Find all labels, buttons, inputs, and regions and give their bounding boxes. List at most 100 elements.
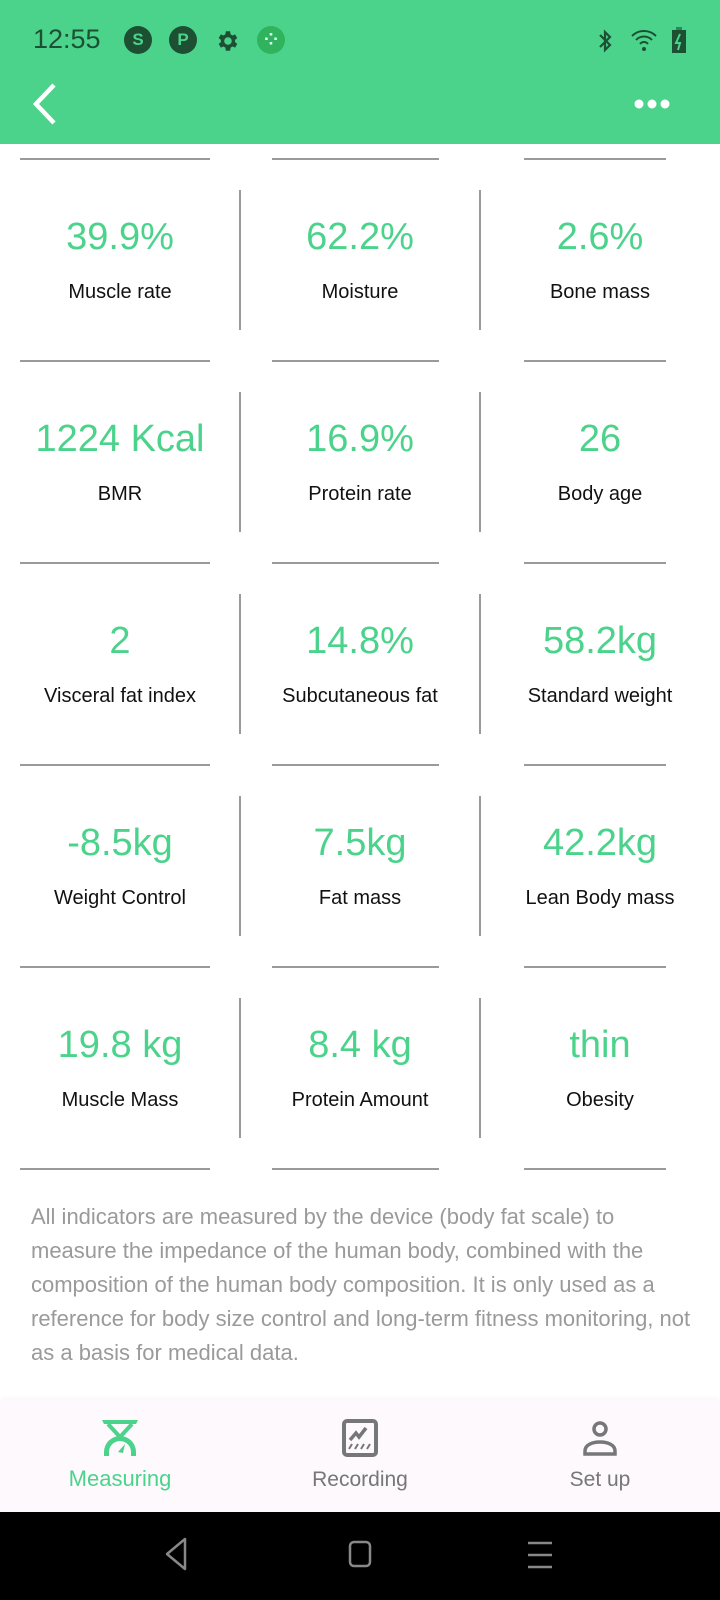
tab-set-up[interactable]: Set up bbox=[480, 1400, 720, 1512]
metric-value: 42.2kg bbox=[542, 822, 658, 864]
metric-cell: 58.2kg Standard weight bbox=[480, 562, 720, 764]
metric-value: 58.2kg bbox=[542, 620, 658, 662]
wifi-icon bbox=[631, 30, 657, 51]
metric-cell: 8.4 kg Protein Amount bbox=[240, 966, 480, 1168]
bottom-nav: Measuring Recording Set up bbox=[0, 1400, 720, 1512]
divider bbox=[272, 562, 439, 564]
divider bbox=[272, 360, 439, 362]
divider bbox=[20, 360, 210, 362]
scale-icon bbox=[102, 1420, 138, 1456]
metric-cell: -8.5kg Weight Control bbox=[0, 764, 240, 966]
metric-label: Bone mass bbox=[549, 281, 651, 303]
tab-recording[interactable]: Recording bbox=[240, 1400, 480, 1512]
divider bbox=[524, 966, 666, 968]
metric-value: -8.5kg bbox=[67, 822, 173, 864]
metric-label: Muscle rate bbox=[68, 281, 172, 303]
metric-label: Lean Body mass bbox=[525, 887, 675, 909]
divider bbox=[272, 158, 439, 160]
divider bbox=[239, 594, 241, 734]
divider bbox=[479, 998, 481, 1138]
clover-app-icon: ⁘ bbox=[257, 26, 285, 54]
tab-label: Set up bbox=[569, 1468, 631, 1491]
metric-cell: 42.2kg Lean Body mass bbox=[480, 764, 720, 966]
metric-cell: 2.6% Bone mass bbox=[480, 158, 720, 360]
metric-cell: 19.8 kg Muscle Mass bbox=[0, 966, 240, 1168]
system-back-button[interactable] bbox=[163, 1536, 191, 1572]
tab-label: Measuring bbox=[68, 1466, 172, 1491]
metrics-row: -8.5kg Weight Control 7.5kg Fat mass 42.2kg L… bbox=[0, 764, 720, 966]
gear-icon bbox=[218, 31, 238, 51]
metric-label: BMR bbox=[97, 483, 143, 505]
metric-value: 26 bbox=[578, 418, 622, 460]
metric-value: 7.5kg bbox=[313, 822, 407, 864]
divider bbox=[20, 966, 210, 968]
metric-value: 8.4 kg bbox=[308, 1024, 412, 1066]
skype-icon: S bbox=[124, 26, 152, 54]
metric-label: Visceral fat index bbox=[44, 685, 196, 707]
more-options-button[interactable] bbox=[632, 92, 672, 116]
metric-value: 62.2% bbox=[306, 216, 414, 258]
system-home-button[interactable] bbox=[346, 1538, 374, 1570]
metric-cell: 39.9% Muscle rate bbox=[0, 158, 240, 360]
app-p-icon: P bbox=[169, 26, 197, 54]
metric-label: Subcutaneous fat bbox=[282, 685, 438, 707]
divider bbox=[239, 190, 241, 330]
metric-value: 14.8% bbox=[306, 620, 414, 662]
metric-label: Weight Control bbox=[54, 887, 186, 909]
metrics-grid: 39.9% Muscle rate 62.2% Moisture 2.6% Bone ma… bbox=[0, 158, 720, 1168]
divider bbox=[479, 594, 481, 734]
divider bbox=[20, 764, 210, 766]
system-nav-bar bbox=[0, 1512, 720, 1600]
person-icon bbox=[583, 1421, 617, 1456]
metric-cell: 1224 Kcal BMR bbox=[0, 360, 240, 562]
divider bbox=[239, 998, 241, 1138]
chart-icon bbox=[342, 1419, 378, 1457]
divider bbox=[479, 392, 481, 532]
divider bbox=[524, 562, 666, 564]
divider bbox=[20, 562, 210, 564]
divider bbox=[272, 966, 439, 968]
divider bbox=[20, 158, 210, 160]
metrics-row: 1224 Kcal BMR 16.9% Protein rate 26 Body age bbox=[0, 360, 720, 562]
metrics-row: 2 Visceral fat index 14.8% Subcutaneous fat… bbox=[0, 562, 720, 764]
metric-value: thin bbox=[569, 1024, 631, 1066]
divider bbox=[479, 796, 481, 936]
tab-label: Recording bbox=[312, 1468, 408, 1491]
metric-value: 2 bbox=[109, 620, 131, 662]
metric-cell: 26 Body age bbox=[480, 360, 720, 562]
divider bbox=[479, 190, 481, 330]
metric-cell: 62.2% Moisture bbox=[240, 158, 480, 360]
metric-cell: 2 Visceral fat index bbox=[0, 562, 240, 764]
metric-label: Body age bbox=[557, 483, 643, 505]
battery-charging-icon bbox=[672, 27, 686, 53]
metrics-row: 39.9% Muscle rate 62.2% Moisture 2.6% Bone ma… bbox=[0, 158, 720, 360]
back-button[interactable] bbox=[28, 82, 68, 126]
metric-label: Standard weight bbox=[527, 685, 673, 707]
divider bbox=[239, 392, 241, 532]
metric-value: 39.9% bbox=[66, 216, 174, 258]
app-header: 12:55 S P ⁘ bbox=[0, 0, 720, 144]
metric-cell: 14.8% Subcutaneous fat bbox=[240, 562, 480, 764]
disclaimer-text: All indicators are measured by the devic… bbox=[31, 1204, 691, 1365]
system-menu-button[interactable] bbox=[526, 1540, 554, 1570]
divider bbox=[239, 796, 241, 936]
metric-cell: thin Obesity bbox=[480, 966, 720, 1168]
metric-label: Protein rate bbox=[308, 483, 412, 505]
metrics-row: 19.8 kg Muscle Mass 8.4 kg Protein Amount th… bbox=[0, 966, 720, 1168]
metric-cell: 16.9% Protein rate bbox=[240, 360, 480, 562]
divider bbox=[272, 764, 439, 766]
metric-label: Fat mass bbox=[318, 887, 402, 909]
status-time: 12:55 bbox=[33, 24, 101, 54]
metric-label: Protein Amount bbox=[291, 1089, 429, 1111]
metric-label: Obesity bbox=[566, 1089, 634, 1111]
metric-label: Moisture bbox=[321, 281, 399, 303]
metric-value: 19.8 kg bbox=[57, 1024, 183, 1066]
grid-bottom-lines bbox=[0, 1168, 720, 1170]
bluetooth-icon bbox=[599, 29, 612, 53]
divider bbox=[524, 158, 666, 160]
metric-value: 2.6% bbox=[556, 216, 644, 258]
tab-measuring[interactable]: Measuring bbox=[0, 1400, 240, 1512]
divider bbox=[524, 764, 666, 766]
divider bbox=[524, 360, 666, 362]
metric-cell: 7.5kg Fat mass bbox=[240, 764, 480, 966]
